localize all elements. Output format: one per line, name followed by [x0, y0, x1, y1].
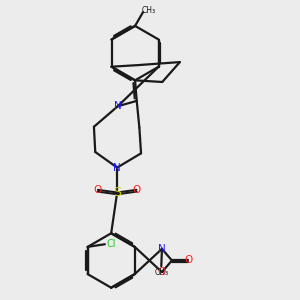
Text: O: O	[184, 256, 193, 266]
Text: Cl: Cl	[106, 239, 116, 249]
Text: CH₃: CH₃	[154, 268, 168, 277]
Text: CH₃: CH₃	[142, 6, 156, 15]
Text: N: N	[158, 244, 166, 254]
Text: O: O	[94, 185, 102, 195]
Text: S: S	[113, 186, 121, 199]
Text: O: O	[132, 185, 140, 195]
Text: O: O	[158, 267, 166, 277]
Text: N: N	[113, 163, 121, 172]
Text: N: N	[114, 101, 122, 111]
